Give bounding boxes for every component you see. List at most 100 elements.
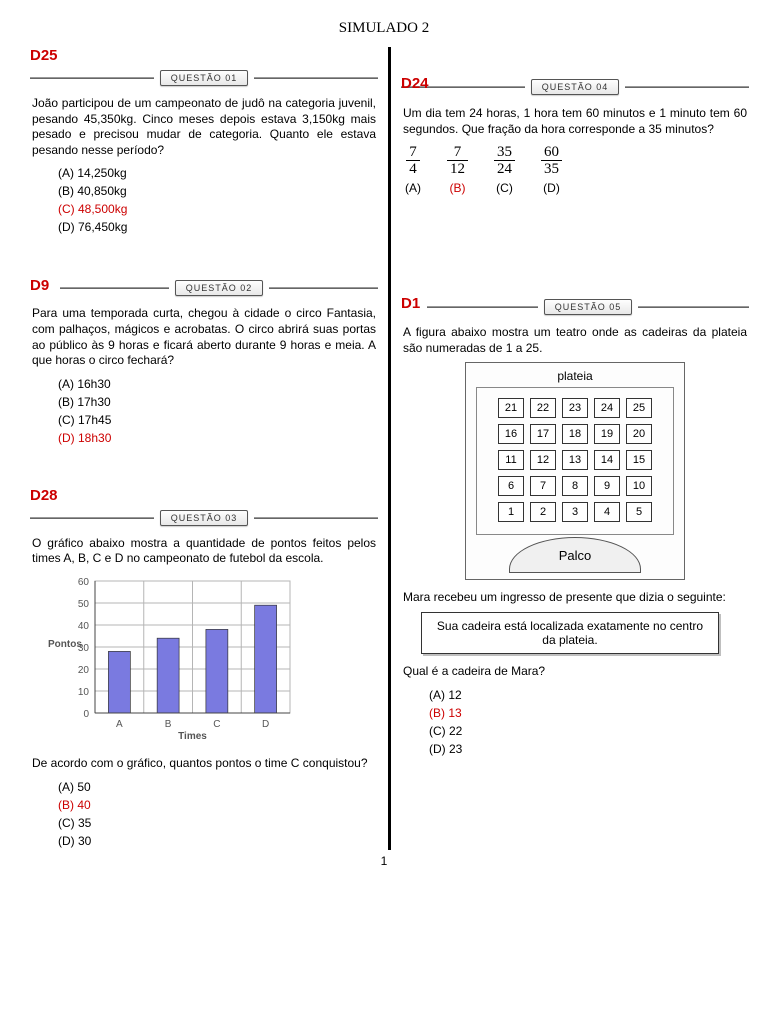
descriptor-d25: D25: [30, 47, 378, 64]
svg-text:C: C: [213, 719, 220, 730]
rule: [427, 306, 538, 308]
svg-text:D: D: [262, 719, 269, 730]
seat: 10: [626, 476, 652, 496]
seat: 7: [530, 476, 556, 496]
seat-grid: 2122232425161718192011121314156789101234…: [476, 387, 674, 535]
note-box: Sua cadeira está localizada exatamente n…: [421, 612, 719, 654]
svg-text:0: 0: [83, 709, 89, 720]
frac-option-b: 712 (B): [447, 145, 468, 195]
svg-text:10: 10: [78, 687, 90, 698]
option-d: (D) 23: [429, 740, 749, 758]
seat: 3: [562, 502, 588, 522]
seat-row: 2122232425: [489, 398, 661, 418]
descriptor-d1: D1: [401, 295, 420, 312]
option-b: (B) 17h30: [58, 393, 378, 411]
spacer: [401, 195, 749, 295]
seat: 1: [498, 502, 524, 522]
fraction-options: 74 (A) 712 (B) 3524 (C) 6035 (D): [405, 145, 749, 195]
spacer: [30, 236, 378, 276]
svg-text:60: 60: [78, 577, 90, 588]
question-tab: QUESTÃO 01: [160, 70, 249, 86]
option-a: (A) 14,250kg: [58, 164, 378, 182]
descriptor-d9: D9: [30, 277, 49, 294]
svg-text:20: 20: [78, 665, 90, 676]
seat: 15: [626, 450, 652, 470]
question-tab: QUESTÃO 03: [160, 510, 249, 526]
theater-title: plateia: [472, 369, 678, 383]
svg-text:Times: Times: [178, 731, 207, 742]
seat-row: 1112131415: [489, 450, 661, 470]
option-c: (C) 35: [58, 814, 378, 832]
option-a: (A) 50: [58, 778, 378, 796]
option-d: (D) 76,450kg: [58, 218, 378, 236]
column-left: D25 QUESTÃO 01 João participou de um cam…: [30, 47, 388, 850]
seat: 22: [530, 398, 556, 418]
seat: 4: [594, 502, 620, 522]
option-b: (B) 40,850kg: [58, 182, 378, 200]
rule: [625, 86, 749, 88]
seat: 12: [530, 450, 556, 470]
seat: 23: [562, 398, 588, 418]
option-c: (C) 22: [429, 722, 749, 740]
rule: [30, 77, 154, 79]
option-c: (C) 17h45: [58, 411, 378, 429]
option-d: (D) 18h30: [58, 429, 378, 447]
rule: [254, 517, 378, 519]
svg-text:A: A: [116, 719, 123, 730]
question-text: João participou de um campeonato de judô…: [32, 96, 376, 158]
svg-text:Pontos: Pontos: [48, 639, 82, 650]
rule: [638, 306, 749, 308]
option-c: (C) 48,500kg: [58, 200, 378, 218]
seat: 17: [530, 424, 556, 444]
seat: 14: [594, 450, 620, 470]
svg-text:B: B: [165, 719, 172, 730]
rule: [269, 287, 378, 289]
spacer: [30, 447, 378, 487]
theater-diagram: plateia 21222324251617181920111213141567…: [465, 362, 685, 580]
seat: 9: [594, 476, 620, 496]
seat: 5: [626, 502, 652, 522]
spacer: [401, 47, 749, 73]
question-text: De acordo com o gráfico, quantos pontos …: [32, 756, 376, 772]
svg-text:40: 40: [78, 621, 90, 632]
option-a: (A) 16h30: [58, 375, 378, 393]
options: (A) 12 (B) 13 (C) 22 (D) 23: [429, 686, 749, 758]
question-text: Um dia tem 24 horas, 1 hora tem 60 minut…: [403, 106, 747, 137]
page-number: 1: [30, 854, 738, 868]
question-tab: QUESTÃO 02: [175, 280, 264, 296]
question-tab: QUESTÃO 05: [544, 299, 633, 315]
rule: [30, 517, 154, 519]
seat-row: 678910: [489, 476, 661, 496]
rule: [254, 77, 378, 79]
option-b: (B) 40: [58, 796, 378, 814]
seat: 25: [626, 398, 652, 418]
question-tab: QUESTÃO 04: [531, 79, 620, 95]
column-right: QUESTÃO 04 D24 Um dia tem 24 horas, 1 ho…: [391, 47, 749, 850]
seat: 8: [562, 476, 588, 496]
options: (A) 50 (B) 40 (C) 35 (D) 30: [58, 778, 378, 850]
page-title: SIMULADO 2: [30, 20, 738, 37]
seat: 18: [562, 424, 588, 444]
option-a: (A) 12: [429, 686, 749, 704]
rule: [60, 287, 169, 289]
seat: 20: [626, 424, 652, 444]
seat-row: 1617181920: [489, 424, 661, 444]
question-header-05: QUESTÃO 05: [427, 299, 749, 315]
svg-text:50: 50: [78, 599, 90, 610]
options: (A) 16h30 (B) 17h30 (C) 17h45 (D) 18h30: [58, 375, 378, 447]
seat-row: 12345: [489, 502, 661, 522]
question-text: Qual é a cadeira de Mara?: [403, 664, 747, 680]
seat: 13: [562, 450, 588, 470]
frac-option-c: 3524 (C): [494, 145, 515, 195]
descriptor-d28: D28: [30, 487, 378, 504]
frac-option-a: 74 (A): [405, 145, 421, 195]
seat: 21: [498, 398, 524, 418]
options: (A) 14,250kg (B) 40,850kg (C) 48,500kg (…: [58, 164, 378, 236]
question-header-02: QUESTÃO 02: [60, 280, 378, 296]
question-text: O gráfico abaixo mostra a quantidade de …: [32, 536, 376, 567]
stage: Palco: [509, 537, 641, 573]
seat: 2: [530, 502, 556, 522]
question-text: Mara recebeu um ingresso de presente que…: [403, 590, 747, 606]
question-header-03: QUESTÃO 03: [30, 510, 378, 526]
columns: D25 QUESTÃO 01 João participou de um cam…: [30, 47, 738, 850]
